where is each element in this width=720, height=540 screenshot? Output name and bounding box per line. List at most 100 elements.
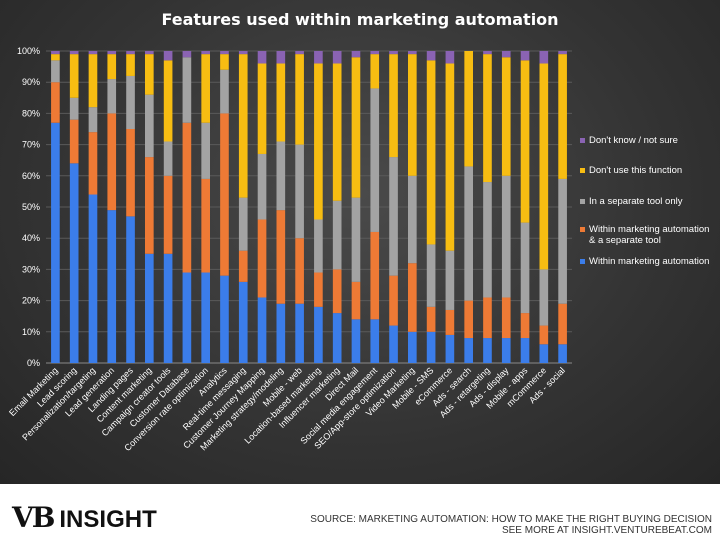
stacked-bar-chart: Features used within marketing automatio…	[7, 10, 709, 453]
bar-segment	[107, 210, 117, 363]
bar-segment	[257, 153, 267, 220]
bar-segment	[51, 54, 60, 61]
bar-segment	[107, 54, 117, 80]
bar-segment	[257, 297, 267, 363]
bar-segment	[520, 60, 530, 223]
bar-segment	[389, 54, 398, 158]
bar-segment	[332, 63, 342, 201]
legend-swatch	[580, 168, 585, 173]
footer: VB INSIGHT SOURCE: MARKETING AUTOMATION: …	[0, 484, 720, 540]
bar-segment	[182, 272, 192, 363]
bar-segment	[238, 54, 248, 198]
legend-swatch	[580, 199, 585, 204]
bar-segment	[332, 269, 342, 314]
bar-segment	[314, 272, 323, 307]
bar-segment	[182, 51, 192, 58]
legend-label: In a separate tool only	[589, 196, 683, 207]
bar-segment	[295, 51, 304, 55]
bar-segment	[201, 272, 210, 363]
bar-segment	[351, 57, 361, 198]
chart-title: Features used within marketing automatio…	[161, 10, 558, 29]
bar-segment	[220, 51, 229, 55]
legend: Don't know / not sure Don't use this func…	[580, 135, 709, 267]
bar-segment	[445, 51, 455, 64]
bar-segment	[107, 113, 117, 211]
bar-segment	[332, 200, 342, 270]
bar-segment	[426, 51, 436, 61]
bar-segment	[107, 51, 117, 55]
y-tick-label: 60%	[22, 171, 40, 181]
bar-segment	[483, 338, 492, 363]
bar-segment	[126, 216, 135, 363]
source-line-1: SOURCE: MARKETING AUTOMATION: HOW TO MAK…	[310, 514, 712, 525]
bar-segment	[539, 344, 549, 363]
logo-insight: INSIGHT	[59, 506, 157, 533]
bar-segment	[370, 231, 380, 320]
bar-segment	[520, 51, 530, 61]
bar-segment	[163, 175, 173, 254]
y-tick-label: 90%	[22, 77, 40, 87]
y-tick-label: 50%	[22, 202, 40, 212]
bar-segment	[351, 281, 361, 320]
y-tick-label: 30%	[22, 264, 40, 274]
bar-segment	[107, 79, 117, 114]
logo-vb: VB	[12, 501, 55, 534]
bar-segment	[558, 178, 567, 304]
bar-segment	[426, 244, 436, 307]
bar-segment	[501, 338, 511, 363]
bar-segment	[88, 132, 98, 195]
legend-swatch	[580, 259, 585, 264]
bar-segment	[501, 51, 511, 58]
bar-segment	[351, 319, 361, 363]
bar-segment	[539, 325, 549, 345]
bar-segment	[145, 157, 154, 254]
bar-segment	[370, 51, 380, 55]
bar-segment	[51, 51, 60, 55]
bar-segment	[501, 175, 511, 298]
bar-segment	[276, 141, 286, 211]
bar-segment	[126, 75, 135, 129]
bars	[51, 51, 567, 363]
bar-segment	[483, 51, 492, 55]
bar-segment	[163, 60, 173, 142]
bar-segment	[314, 306, 323, 363]
bar-segment	[389, 51, 398, 55]
bar-segment	[314, 63, 323, 220]
bar-segment	[88, 107, 98, 133]
bar-segment	[408, 54, 417, 176]
bar-segment	[445, 63, 455, 251]
bar-segment	[69, 54, 79, 98]
bar-segment	[69, 51, 79, 55]
bar-segment	[276, 63, 286, 142]
bar-segment	[351, 197, 361, 282]
bar-segment	[145, 51, 154, 55]
bar-segment	[426, 306, 436, 332]
bar-segment	[238, 281, 248, 363]
y-tick-label: 80%	[22, 108, 40, 118]
bar-segment	[182, 57, 192, 123]
bar-segment	[220, 113, 229, 276]
bar-segment	[145, 54, 154, 95]
bar-segment	[276, 51, 286, 64]
bar-segment	[314, 219, 323, 273]
bar-segment	[558, 51, 567, 55]
bar-segment	[370, 319, 380, 363]
bar-segment	[351, 51, 361, 58]
bar-segment	[408, 175, 417, 264]
bar-segment	[220, 54, 229, 70]
bar-segment	[314, 51, 323, 64]
bar-segment	[276, 210, 286, 304]
source-note: SOURCE: MARKETING AUTOMATION: HOW TO MAK…	[310, 514, 712, 536]
bar-segment	[201, 51, 210, 55]
bar-segment	[464, 338, 473, 363]
bar-segment	[501, 297, 511, 339]
bar-segment	[426, 60, 436, 245]
legend-label: Don't know / not sure	[589, 135, 678, 146]
legend-label: Don't use this function	[589, 165, 682, 176]
bar-segment	[145, 253, 154, 363]
bar-segment	[145, 94, 154, 158]
bar-segment	[332, 313, 342, 363]
bar-segment	[520, 313, 530, 339]
bar-segment	[238, 197, 248, 251]
